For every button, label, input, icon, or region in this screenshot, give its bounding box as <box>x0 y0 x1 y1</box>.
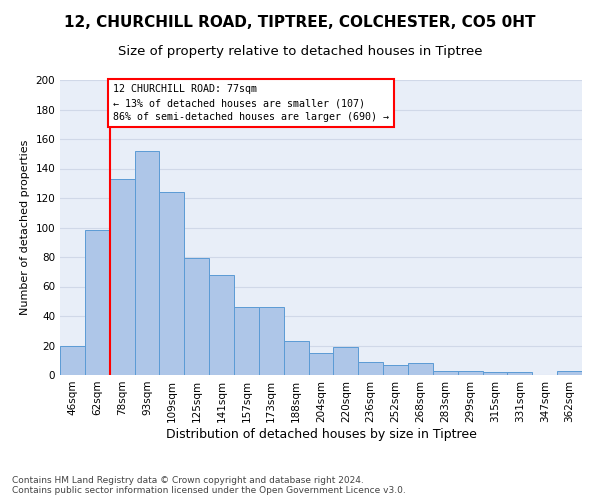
Text: Contains HM Land Registry data © Crown copyright and database right 2024.
Contai: Contains HM Land Registry data © Crown c… <box>12 476 406 495</box>
Text: Size of property relative to detached houses in Tiptree: Size of property relative to detached ho… <box>118 45 482 58</box>
Bar <box>184 258 209 375</box>
Bar <box>160 192 184 375</box>
Bar <box>85 230 110 375</box>
Bar <box>433 370 458 375</box>
Bar <box>284 341 308 375</box>
X-axis label: Distribution of detached houses by size in Tiptree: Distribution of detached houses by size … <box>166 428 476 440</box>
Bar <box>234 307 259 375</box>
Text: 12 CHURCHILL ROAD: 77sqm
← 13% of detached houses are smaller (107)
86% of semi-: 12 CHURCHILL ROAD: 77sqm ← 13% of detach… <box>113 84 389 122</box>
Bar <box>557 370 582 375</box>
Bar <box>308 353 334 375</box>
Bar <box>334 347 358 375</box>
Bar <box>60 346 85 375</box>
Bar <box>110 179 134 375</box>
Bar <box>209 274 234 375</box>
Y-axis label: Number of detached properties: Number of detached properties <box>20 140 30 315</box>
Bar <box>482 372 508 375</box>
Bar <box>358 362 383 375</box>
Bar <box>383 364 408 375</box>
Bar <box>259 307 284 375</box>
Text: 12, CHURCHILL ROAD, TIPTREE, COLCHESTER, CO5 0HT: 12, CHURCHILL ROAD, TIPTREE, COLCHESTER,… <box>64 15 536 30</box>
Bar <box>508 372 532 375</box>
Bar <box>458 370 482 375</box>
Bar <box>408 363 433 375</box>
Bar <box>134 151 160 375</box>
